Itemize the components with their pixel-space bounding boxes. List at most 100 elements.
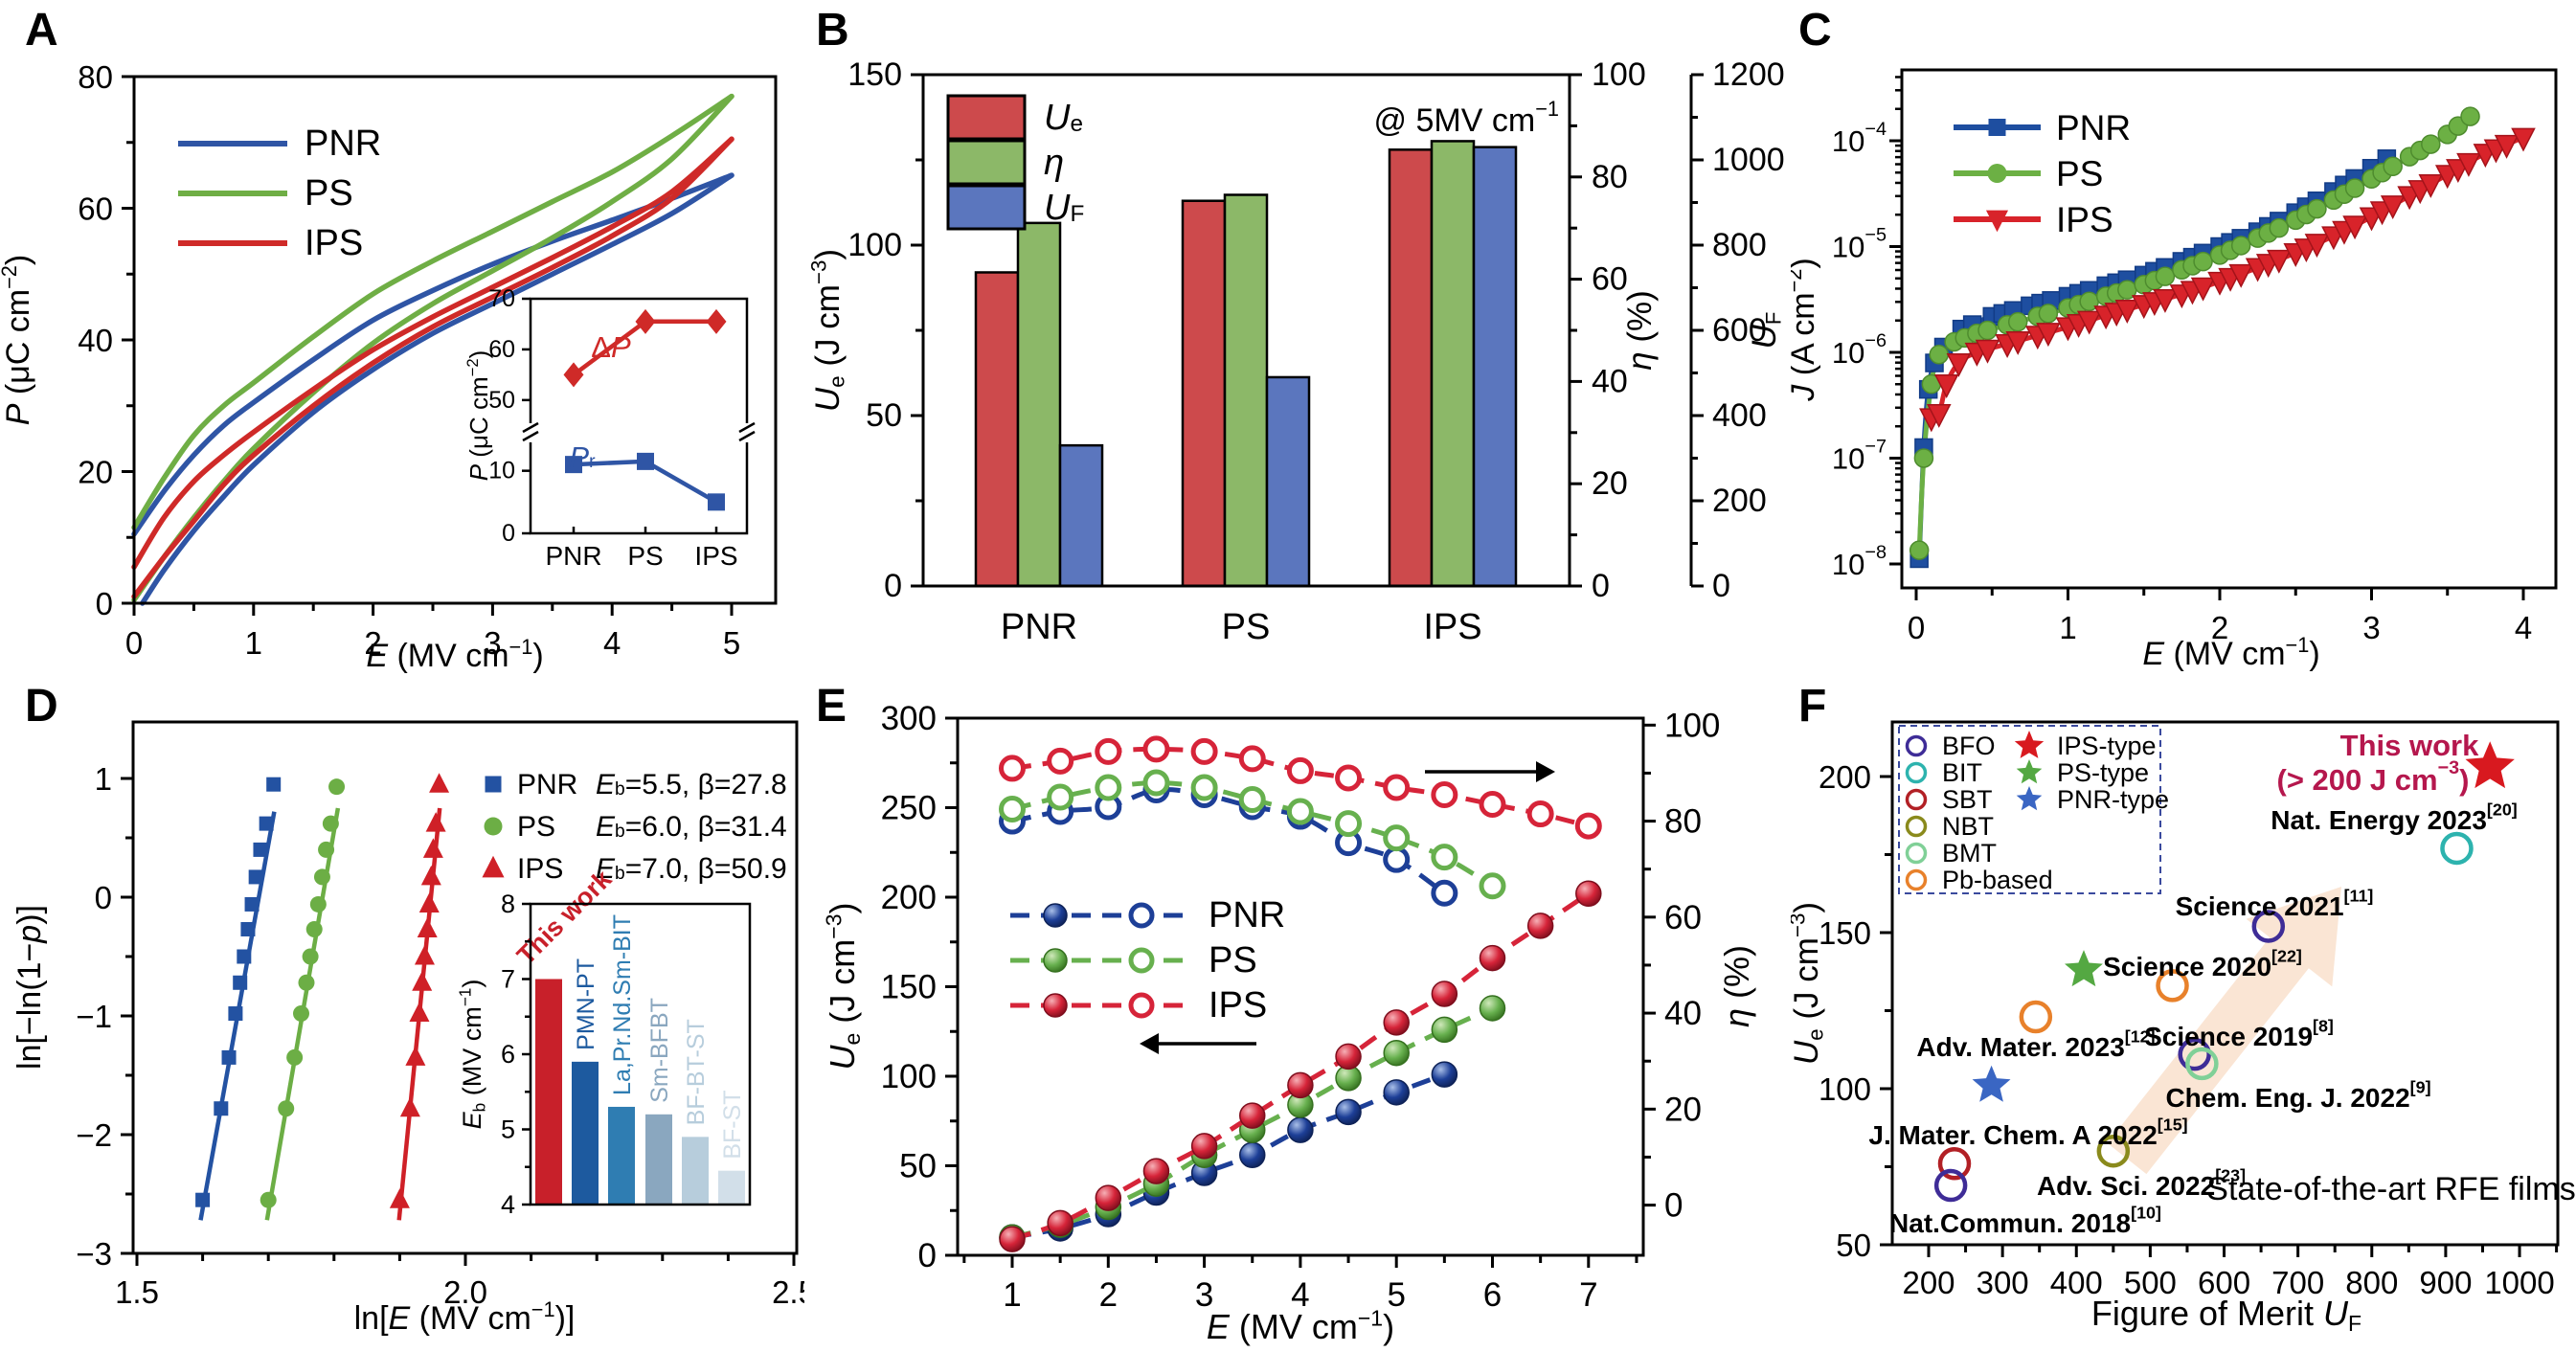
svg-text:80: 80 <box>1592 159 1628 195</box>
svg-text:IPS: IPS <box>305 223 363 263</box>
svg-text:400: 400 <box>1712 397 1767 434</box>
benchmark-plot: 200 300 400 500 600 700 800 900 1000 50 100 150 200 F… <box>1791 720 2576 1336</box>
svg-text:1000: 1000 <box>2484 1265 2554 1300</box>
svg-text:This work: This work <box>2340 729 2479 762</box>
svg-text:10−7: 10−7 <box>1832 437 1887 475</box>
svg-text:PS: PS <box>1222 607 1271 647</box>
svg-text:E (MV cm−1): E (MV cm−1) <box>2142 633 2319 672</box>
svg-text:Nat. Energy 2023[20]: Nat. Energy 2023[20] <box>2271 800 2518 834</box>
svg-text:Adv. Sci. 2022[23]: Adv. Sci. 2022[23] <box>2037 1165 2246 1200</box>
leakage-plot: 0 1 2 3 4 10−8 10−7 10−6 10−5 10−4 E (MV cm−1) J (A… <box>1791 68 2558 672</box>
svg-text:NBT: NBT <box>1942 812 1994 841</box>
panel-a: A 0 1 2 3 4 5 0 20 40 60 80 E (MV cm−1) P (μC cm−2) P… <box>0 0 804 676</box>
svg-text:BF-ST: BF-ST <box>719 1090 746 1159</box>
svg-text:100: 100 <box>1819 1071 1871 1107</box>
loop-IPS-lower <box>131 136 734 599</box>
svg-text:5: 5 <box>501 1115 515 1144</box>
panel-d-chart-weibull: 1.5 2.0 2.5 −3 −2 −1 0 1 ln[E (MV cm−1)] ln[−ln(1… <box>11 720 804 1337</box>
svg-text:6: 6 <box>1483 1276 1502 1314</box>
svg-text:7: 7 <box>501 965 515 994</box>
inset-bar-4 <box>682 1137 709 1205</box>
svg-text:IPS: IPS <box>694 541 737 571</box>
panel-c: C 0 1 2 3 4 10−8 10−7 10−6 10−5 10−4 E (MV cm−1) J … <box>1791 0 2576 676</box>
panel-a-letter: A <box>25 5 58 56</box>
svg-text:70: 70 <box>488 285 515 312</box>
svg-text:150: 150 <box>881 968 937 1005</box>
svg-text:2: 2 <box>364 625 381 661</box>
legend: PNR PS IPS <box>1954 108 2131 239</box>
svg-text:60: 60 <box>78 191 113 226</box>
bar-Ue-IPS <box>1388 148 1434 588</box>
svg-text:Chem. Eng. J. 2022[9]: Chem. Eng. J. 2022[9] <box>2165 1077 2430 1112</box>
svg-text:PS-type: PS-type <box>2057 758 2149 787</box>
svg-text:40: 40 <box>78 323 113 358</box>
svg-text:500: 500 <box>2124 1265 2177 1300</box>
inset-bar-1 <box>572 1061 599 1205</box>
svg-text:2: 2 <box>2211 610 2228 645</box>
bar-eta-IPS <box>1430 140 1476 588</box>
svg-text:4: 4 <box>501 1190 515 1219</box>
svg-text:100: 100 <box>1592 56 1646 93</box>
svg-text:3: 3 <box>2362 610 2380 645</box>
svg-text:PS: PS <box>2056 154 2103 193</box>
svg-text:PNR: PNR <box>517 769 577 800</box>
svg-text:2: 2 <box>1099 1276 1118 1314</box>
bar-Ue-PS <box>1181 199 1227 588</box>
legend: Ue η UF <box>946 94 1084 231</box>
svg-text:10−4: 10−4 <box>1832 119 1887 157</box>
svg-text:800: 800 <box>1712 227 1767 263</box>
svg-text:η (%): η (%) <box>1621 290 1659 371</box>
svg-text:0: 0 <box>96 586 113 621</box>
inset-bar-5 <box>718 1170 745 1205</box>
inset-bar-3 <box>645 1114 672 1205</box>
svg-text:SBT: SBT <box>1942 785 1993 814</box>
svg-text:600: 600 <box>2198 1265 2250 1300</box>
svg-text:3: 3 <box>484 625 501 661</box>
svg-text:250: 250 <box>881 789 937 826</box>
svg-text:2.5: 2.5 <box>772 1274 804 1310</box>
svg-text:PNR: PNR <box>1001 607 1077 647</box>
series-IPS-Ue-line <box>1011 891 1591 1242</box>
svg-text:−2: −2 <box>76 1117 112 1153</box>
svg-text:700: 700 <box>2271 1265 2324 1300</box>
svg-text:J. Mater. Chem. A 2022[15]: J. Mater. Chem. A 2022[15] <box>1868 1115 2187 1149</box>
svg-text:PS: PS <box>1209 940 1257 980</box>
svg-text:0: 0 <box>918 1237 937 1274</box>
svg-text:PNR: PNR <box>2056 108 2131 147</box>
svg-text:(> 200 J cm−3): (> 200 J cm−3) <box>2277 757 2470 796</box>
series-PS-eta-line <box>1011 779 1494 889</box>
svg-text:10: 10 <box>488 458 515 484</box>
svg-text:800: 800 <box>2345 1265 2398 1300</box>
svg-text:100: 100 <box>847 227 902 263</box>
svg-text:Ue (J cm−3): Ue (J cm−3) <box>1791 902 1828 1065</box>
svg-text:−1: −1 <box>76 999 112 1034</box>
svg-text:10−8: 10−8 <box>1832 542 1887 580</box>
series-PNR-eta-line <box>1011 786 1446 895</box>
bar-UF-IPS <box>1472 146 1518 588</box>
svg-text:0: 0 <box>1908 610 1925 645</box>
svg-text:State-of-the-art RFE films: State-of-the-art RFE films <box>2206 1171 2575 1207</box>
svg-text:BF-BT-ST: BF-BT-ST <box>683 1019 710 1125</box>
svg-text:600: 600 <box>1712 312 1767 349</box>
svg-text:η (%): η (%) <box>1717 945 1756 1027</box>
svg-text:10−5: 10−5 <box>1832 225 1887 263</box>
svg-text:PNR: PNR <box>305 124 381 164</box>
svg-text:PS: PS <box>627 541 663 571</box>
svg-text:300: 300 <box>1977 1265 2029 1300</box>
svg-text:Sm-BFBT: Sm-BFBT <box>646 998 673 1103</box>
svg-text:0: 0 <box>1664 1186 1683 1224</box>
svg-text:Eb=5.5, β=27.8: Eb=5.5, β=27.8 <box>596 769 787 800</box>
svg-text:7: 7 <box>1579 1276 1597 1314</box>
panel-e-chart-ue-eta: 1 2 3 4 5 6 7 0 50 100 150 200 250 300 0 20 40 60 80 100 E (… <box>821 700 1756 1347</box>
svg-text:@ 5MV cm−1: @ 5MV cm−1 <box>1374 97 1559 139</box>
svg-text:Ue (J cm−3): Ue (J cm−3) <box>821 902 864 1070</box>
svg-text:−3: −3 <box>76 1236 112 1272</box>
svg-text:0: 0 <box>95 880 112 915</box>
svg-text:150: 150 <box>1819 915 1871 951</box>
series-PS-Ue-line <box>1011 1005 1494 1240</box>
svg-text:60: 60 <box>1664 898 1702 935</box>
svg-text:20: 20 <box>1664 1091 1702 1128</box>
